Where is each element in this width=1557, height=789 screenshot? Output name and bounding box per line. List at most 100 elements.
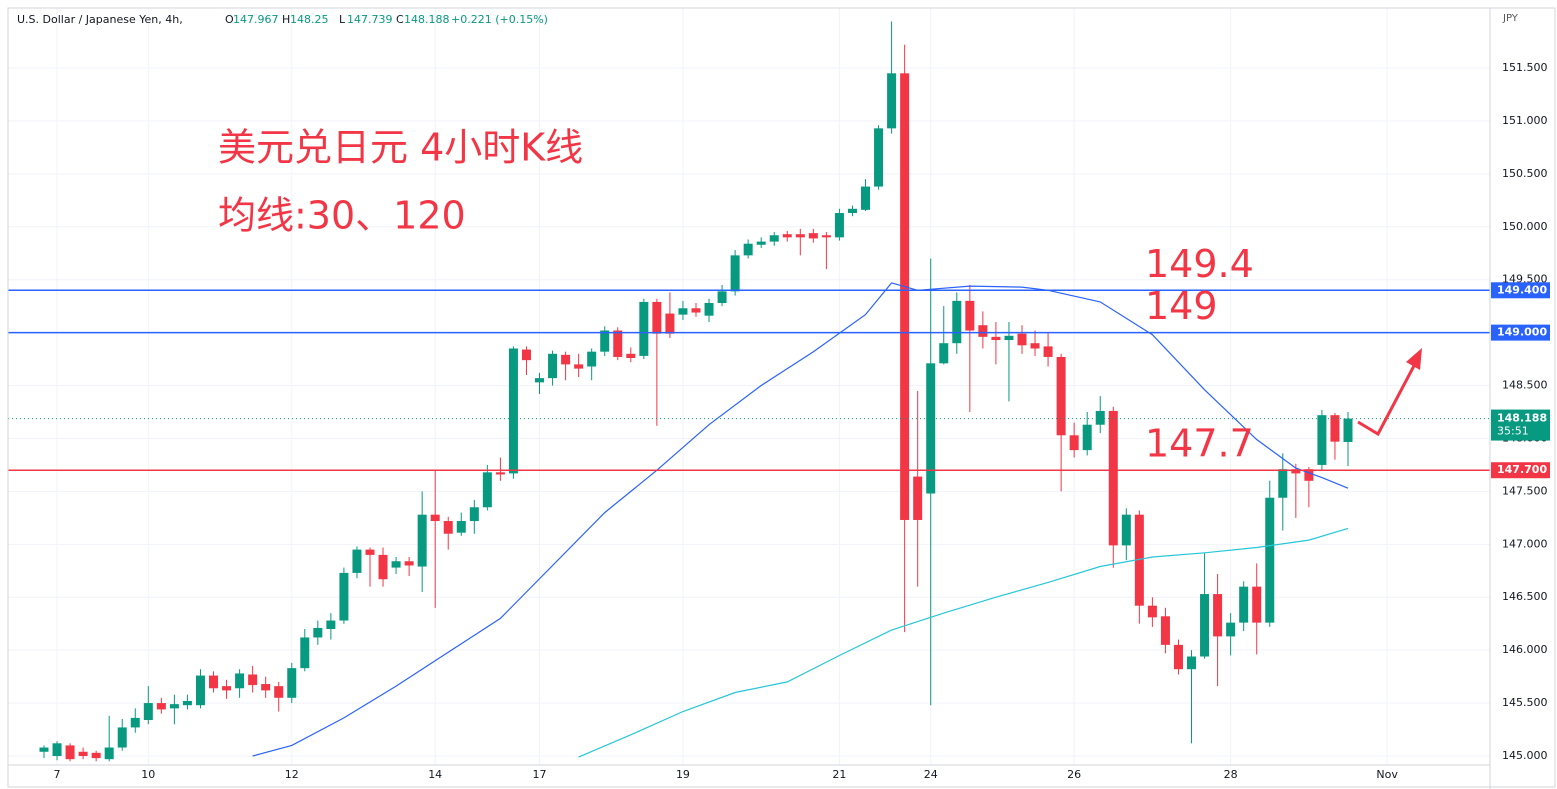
y-tick-label: 150.000 [1502, 220, 1548, 233]
candle-body [834, 213, 844, 238]
candle-body [156, 703, 166, 710]
candle-body [1069, 435, 1079, 451]
candle-body [795, 234, 805, 238]
candle-body [65, 745, 75, 760]
candle-body [287, 668, 297, 698]
y-tick-label: 145.500 [1502, 696, 1548, 709]
last-price-box [1491, 409, 1550, 441]
candle-body [1187, 656, 1197, 670]
candle-body [991, 336, 1001, 341]
level-annotation: 149 [1145, 284, 1218, 328]
candle-body [678, 308, 688, 315]
candle-body [769, 235, 779, 242]
candle-body [404, 561, 414, 566]
candle-body [978, 325, 988, 337]
candle-body [1160, 616, 1170, 645]
frame [7, 7, 1556, 788]
candle-body [195, 675, 205, 706]
y-tick-label: 151.500 [1502, 61, 1548, 74]
x-tick-label: Nov [1376, 768, 1398, 781]
candle-body [1095, 410, 1105, 425]
candle-body [1147, 605, 1157, 618]
level-label: 147.700 [1497, 463, 1547, 476]
candle-body [652, 301, 662, 334]
currency: JPY [1502, 13, 1519, 24]
level-label-box [1491, 462, 1550, 479]
candle-body [600, 330, 610, 352]
grid-layer [8, 8, 1490, 765]
candle-body [965, 300, 975, 331]
candle-body [182, 700, 192, 706]
candle-body [130, 717, 140, 728]
candle-body [535, 378, 545, 383]
candle-body [730, 255, 740, 292]
candle-body [887, 73, 897, 129]
plot-layer [8, 21, 1490, 762]
candle-body [104, 747, 114, 760]
candle-body [1252, 586, 1262, 623]
candle-body [261, 684, 271, 691]
y-tick-label: 150.500 [1502, 167, 1548, 180]
candle-body [952, 300, 962, 344]
ohlc-value: 148.188 [404, 13, 450, 26]
level-label-box [1491, 324, 1550, 341]
y-tick-label: 147.500 [1502, 484, 1548, 497]
candle-body [874, 128, 884, 187]
x-tick-label: 7 [54, 768, 61, 781]
candle-body [1200, 594, 1210, 657]
y-tick-label: 146.000 [1502, 643, 1548, 656]
ohlc-key: C [396, 13, 404, 26]
ohlc-value: 147.967 [233, 13, 279, 26]
level-label: 149.400 [1497, 283, 1547, 296]
level-annotation: 149.4 [1145, 242, 1254, 286]
symbol: U.S. Dollar / Japanese Yen, 4h, [17, 13, 183, 26]
candle-body [1213, 594, 1223, 637]
candle-body [274, 686, 284, 698]
candle-body [939, 343, 949, 364]
candle-body [143, 703, 153, 721]
candle-body [117, 727, 127, 748]
x-tick-label: 19 [676, 768, 690, 781]
y-tick-label: 146.500 [1502, 590, 1548, 603]
moving-average [578, 527, 1349, 758]
candle-body [1226, 622, 1236, 637]
candle-body [847, 208, 857, 214]
candle-body [1082, 424, 1092, 451]
candle-body [613, 330, 623, 357]
y-tick-label: 147.000 [1502, 537, 1548, 550]
moving-average [252, 282, 1349, 757]
candle-body [495, 472, 505, 475]
candle-body [1317, 415, 1327, 465]
candle-body [508, 348, 518, 474]
candle-body [313, 627, 323, 638]
candle-body [1017, 333, 1027, 346]
candle-body [1030, 343, 1040, 349]
candle-body [1108, 410, 1118, 546]
label-layer: 145.000 145.500 146.000 146.500 147.000 147.5… [54, 13, 1550, 781]
candle-body [926, 363, 936, 494]
x-tick-label: 14 [428, 768, 442, 781]
x-tick-label: 26 [1067, 768, 1081, 781]
candle-body [521, 349, 531, 361]
candle-body [665, 313, 675, 334]
candle-body [900, 73, 910, 520]
countdown: 35:51 [1497, 425, 1529, 438]
change: +0.221 (+0.15%) [451, 13, 548, 26]
arrow [1357, 348, 1422, 437]
x-tick-label: 17 [533, 768, 547, 781]
level-annotation: 147.7 [1145, 422, 1254, 466]
candle-body [756, 241, 766, 245]
candle-body [430, 514, 440, 522]
x-tick-label: 10 [141, 768, 155, 781]
level-label-box [1491, 282, 1550, 299]
candle-body [300, 637, 310, 669]
candle-body [39, 747, 49, 752]
candle-body [456, 521, 466, 533]
candle-body [52, 743, 62, 757]
candle-body [691, 308, 701, 313]
candle-body [235, 673, 245, 689]
ohlc-key: O [225, 13, 234, 26]
x-tick-label: 24 [924, 768, 938, 781]
candle-body [222, 686, 232, 691]
